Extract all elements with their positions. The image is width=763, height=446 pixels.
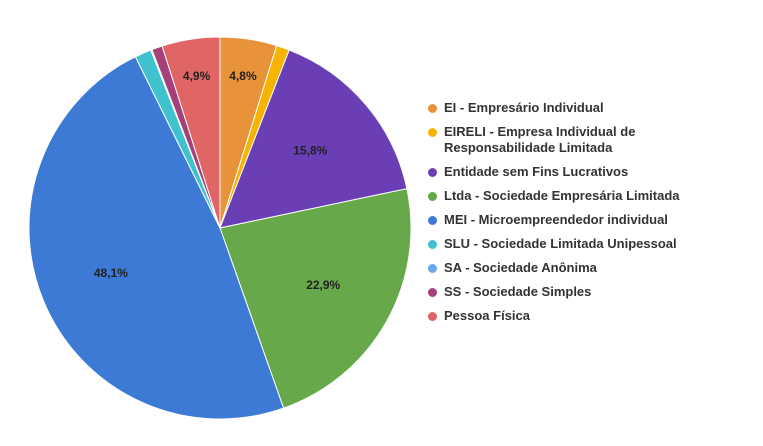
legend-item: Ltda - Sociedade Empresária Limitada bbox=[428, 188, 733, 204]
legend-item: Pessoa Física bbox=[428, 308, 733, 324]
legend-label: EI - Empresário Individual bbox=[444, 100, 604, 115]
legend: EI - Empresário Individual EIRELI - Empre… bbox=[428, 100, 733, 332]
pie-slice bbox=[161, 36, 221, 229]
legend-marker bbox=[428, 168, 437, 177]
legend-item: SA - Sociedade Anônima bbox=[428, 260, 733, 276]
legend-marker bbox=[428, 104, 437, 113]
legend-label: Pessoa Física bbox=[444, 308, 530, 323]
legend-label: SLU - Sociedade Limitada Unipessoal bbox=[444, 236, 677, 251]
legend-label: Ltda - Sociedade Empresária Limitada bbox=[444, 188, 680, 203]
legend-item: EI - Empresário Individual bbox=[428, 100, 733, 116]
legend-item: MEI - Microempreendedor individual bbox=[428, 212, 733, 228]
legend-label: EIRELI - Empresa Individual de Responsab… bbox=[444, 124, 636, 155]
legend-item: SLU - Sociedade Limitada Unipessoal bbox=[428, 236, 733, 252]
legend-marker bbox=[428, 264, 437, 273]
legend-label: MEI - Microempreendedor individual bbox=[444, 212, 668, 227]
legend-label: SA - Sociedade Anônima bbox=[444, 260, 597, 275]
legend-marker bbox=[428, 128, 437, 137]
data-label: 4,8% bbox=[229, 69, 257, 83]
legend-label: Entidade sem Fins Lucrativos bbox=[444, 164, 629, 179]
legend-item: Entidade sem Fins Lucrativos bbox=[428, 164, 733, 180]
legend-label: SS - Sociedade Simples bbox=[444, 284, 592, 299]
pie-slice bbox=[219, 49, 408, 229]
legend-marker bbox=[428, 192, 437, 201]
legend-item: SS - Sociedade Simples bbox=[428, 284, 733, 300]
legend-marker bbox=[428, 288, 437, 297]
legend-item: EIRELI - Empresa Individual de Responsab… bbox=[428, 124, 733, 156]
pie-slice bbox=[28, 56, 285, 420]
data-label: 22,9% bbox=[306, 278, 340, 292]
legend-marker bbox=[428, 240, 437, 249]
data-label: 48,1% bbox=[94, 266, 128, 280]
legend-marker bbox=[428, 312, 437, 321]
data-label: 15,8% bbox=[293, 144, 327, 158]
legend-marker bbox=[428, 216, 437, 225]
pie-slice bbox=[219, 188, 412, 409]
data-label: 4,9% bbox=[183, 69, 211, 83]
